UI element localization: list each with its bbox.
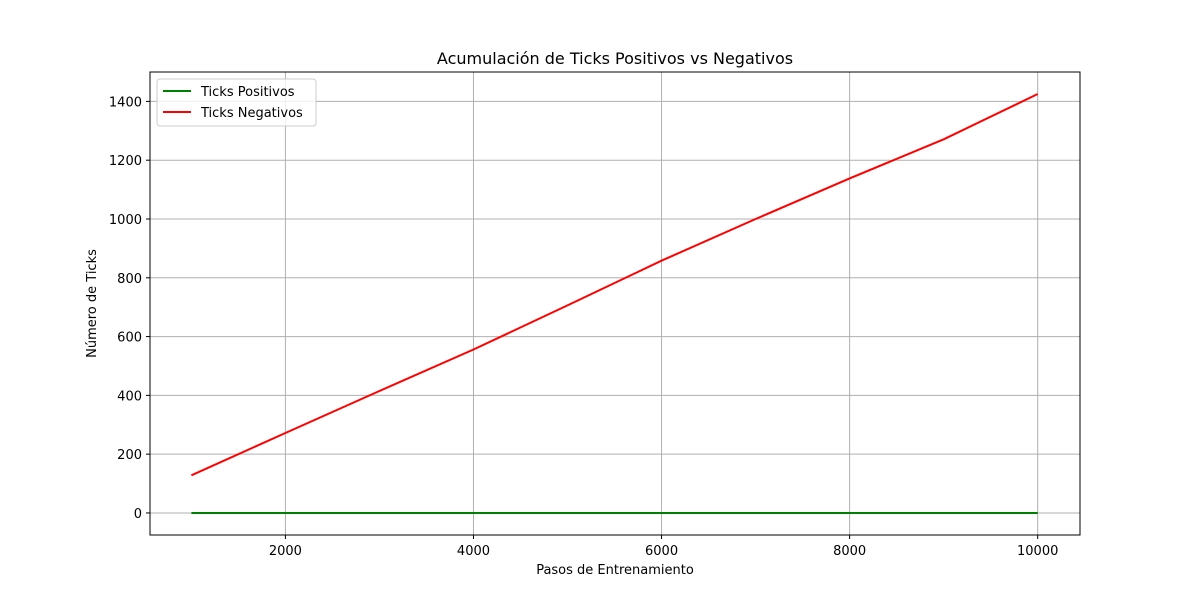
y-tick-label: 400	[117, 389, 142, 404]
legend-label: Ticks Positivos	[200, 85, 295, 100]
chart-title: Acumulación de Ticks Positivos vs Negati…	[437, 49, 793, 68]
legend-box	[156, 78, 317, 127]
legend: Ticks Positivos Ticks Negativos	[156, 78, 317, 127]
y-axis-ticks: 0 200 400 600 800 1000 1200 1400	[109, 95, 150, 522]
series-line-2	[190, 93, 1039, 477]
series-layer	[190, 93, 1039, 514]
x-axis-ticks: 2000 4000 6000 8000 10000	[269, 535, 1058, 559]
x-tick-label: 4000	[457, 544, 490, 559]
y-tick-label: 0	[134, 507, 142, 522]
plot-frame	[149, 71, 1081, 536]
x-tick-label: 10000	[1017, 544, 1058, 559]
x-tick-label: 2000	[269, 544, 302, 559]
y-tick-label: 200	[117, 448, 142, 463]
legend-label: Ticks Negativos	[200, 106, 303, 121]
x-tick-label: 8000	[833, 544, 866, 559]
x-axis-label: Pasos de Entrenamiento	[536, 563, 694, 578]
y-tick-label: 1200	[109, 154, 142, 169]
y-tick-label: 1000	[109, 213, 142, 228]
y-tick-label: 800	[117, 272, 142, 287]
x-tick-label: 6000	[645, 544, 678, 559]
y-tick-label: 1400	[109, 95, 142, 110]
y-tick-label: 600	[117, 331, 142, 346]
y-axis-label: Número de Ticks	[85, 249, 100, 358]
